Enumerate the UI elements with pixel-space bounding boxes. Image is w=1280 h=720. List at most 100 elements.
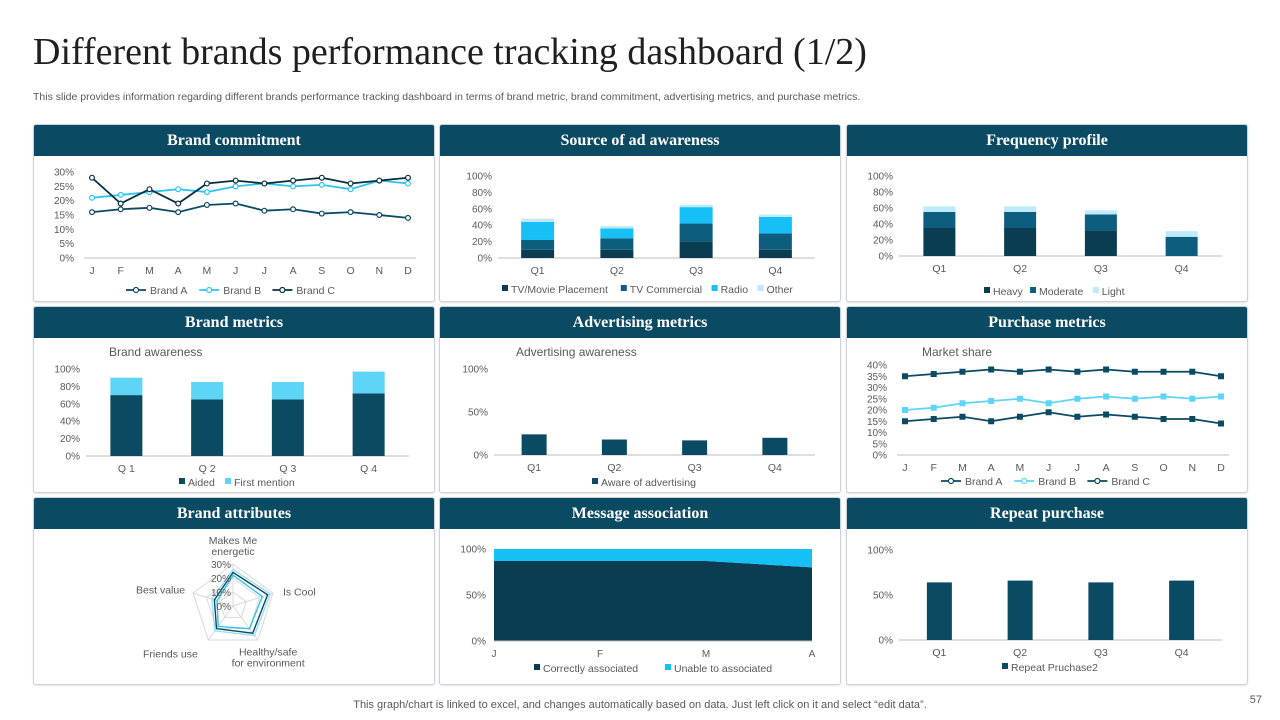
x-tick-label: F — [118, 265, 124, 277]
bar-segment — [1084, 214, 1117, 231]
data-point — [405, 214, 412, 221]
x-tick-label: J — [89, 265, 94, 277]
bar-segment — [1004, 206, 1037, 212]
legend-swatch — [711, 285, 718, 291]
data-point — [318, 174, 325, 181]
legend-label: Radio — [721, 284, 749, 296]
bar-segment — [1004, 228, 1037, 256]
brand-attributes-chart[interactable]: 30% 20% 10% 0% Makes Me energetic Is Cool Healt… — [34, 529, 434, 685]
x-tick-label: A — [1103, 462, 1110, 474]
y-tick-label: 40% — [472, 221, 492, 232]
y-tick-label: 40% — [867, 361, 887, 372]
advertising-metrics-chart[interactable]: 100% 50% 0% Advertising awareness Q1 Q2 Q3 Q4 Aw… — [440, 338, 840, 493]
x-tick-label: J — [1075, 462, 1080, 474]
data-point — [930, 416, 937, 422]
data-point — [1131, 368, 1138, 375]
data-point — [232, 177, 239, 184]
legend-swatch — [947, 477, 955, 485]
data-point — [376, 211, 383, 218]
message-association-chart[interactable]: 100% 50% 0% J F M A Correctly associated Unable … — [440, 529, 840, 685]
page-number: 57 — [1249, 694, 1262, 706]
x-tick-label: Q3 — [688, 462, 702, 474]
bar-segment — [923, 212, 956, 228]
panel-brand-attributes[interactable]: Brand attributes 30% 20% 10% 0% Makes Me ener… — [33, 497, 435, 685]
legend-swatch — [592, 478, 598, 484]
y-tick-label: 20% — [60, 434, 80, 445]
panel-brand-commitment[interactable]: Brand commitment 30% 25% 20% 15% 10% 5% 0% J F M A… — [33, 124, 435, 302]
chart-subtitle: Market share — [922, 345, 992, 359]
x-tick-label: Q3 — [1094, 263, 1108, 275]
x-tick-label: Q2 — [1013, 263, 1027, 275]
y-tick-label: 5% — [873, 439, 888, 450]
bar-segment — [923, 228, 956, 256]
x-tick-label: A — [809, 649, 816, 660]
bar-segment — [521, 218, 555, 222]
data-point — [1103, 393, 1110, 400]
purchase-metrics-chart[interactable]: 40%35%30%25%20%15%10%5%0% Market share J F M… — [847, 338, 1247, 493]
bar-segment — [1169, 580, 1195, 640]
panel-brand-metrics[interactable]: Brand metrics 100% 80% 60% 40% 20% 0% Brand aw… — [33, 306, 435, 493]
data-point — [261, 180, 268, 187]
radar-axis-label: Best value — [136, 585, 185, 597]
data-point — [988, 366, 995, 373]
legend-swatch — [279, 286, 286, 294]
x-tick-label: Q 2 — [199, 463, 216, 475]
legend-swatch — [534, 664, 540, 670]
data-point — [347, 186, 354, 193]
frequency-profile-chart[interactable]: 100% 80% 60% 40% 20% 0% Q1 Q2 Q3 Q4 Heavy Moderate L… — [847, 156, 1247, 302]
data-point — [1074, 368, 1081, 375]
data-point — [1160, 416, 1167, 422]
panel-repeat-purchase[interactable]: Repeat purchase 100% 50% 0% Q1 Q2 Q3 Q4 Repeat … — [846, 497, 1248, 685]
repeat-purchase-chart[interactable]: 100% 50% 0% Q1 Q2 Q3 Q4 Repeat Pruchase2 — [847, 529, 1247, 685]
bar-segment — [191, 382, 224, 400]
data-point — [1131, 413, 1138, 420]
data-point — [88, 174, 95, 181]
bar-segment — [352, 393, 385, 456]
legend-swatch — [206, 286, 213, 294]
legend-label: Brand A — [150, 285, 187, 297]
data-point — [117, 200, 124, 207]
panel-purchase-metrics[interactable]: Purchase metrics 40% 35% 30% 25% 20% 15% 10% 5%… — [846, 306, 1248, 493]
legend-label: Brand B — [223, 285, 261, 297]
data-point — [347, 180, 354, 187]
bar-segment — [679, 241, 713, 258]
x-tick-label: M — [203, 265, 212, 277]
x-tick-label: S — [318, 265, 325, 277]
panel-frequency-profile[interactable]: Frequency profile 100% 80% 60% 40% 20% 0% Q1 Q2… — [846, 124, 1248, 302]
legend-label: Brand A — [965, 476, 1002, 488]
bar-segment — [758, 233, 792, 250]
source-of-ad-awareness-chart[interactable]: 100% 80% 60% 40% 20% 0% Q1 Q2 Q3 Q4 TV/Movie Place… — [440, 156, 840, 302]
bar-segment — [521, 221, 555, 240]
series-line — [904, 411, 1222, 425]
data-point — [175, 209, 182, 216]
y-tick-label: 80% — [873, 188, 893, 199]
panel-message-association[interactable]: Message association 100% 50% 0% J F M A Correct… — [439, 497, 841, 685]
bar-segment — [191, 399, 224, 456]
bar-segment — [271, 399, 304, 456]
x-tick-label: Q4 — [768, 462, 782, 474]
panel-source-of-ad-awareness[interactable]: Source of ad awareness 100% 80% 60% 40% 20% 0… — [439, 124, 841, 302]
x-tick-label: M — [958, 462, 967, 474]
legend-swatch — [620, 285, 627, 291]
x-tick-label: M — [145, 265, 154, 277]
x-tick-label: D — [404, 265, 412, 277]
data-point — [290, 177, 297, 184]
radar-axis-label: Is Cool — [283, 587, 316, 599]
data-point — [232, 200, 239, 207]
data-point — [318, 181, 325, 188]
bar-segment — [601, 439, 627, 455]
brand-metrics-chart[interactable]: 100% 80% 60% 40% 20% 0% Brand awareness Q 1 Q 2 Q… — [34, 338, 434, 493]
bar-segment — [758, 214, 792, 217]
panel-title: Purchase metrics — [847, 307, 1247, 338]
legend-label: Other — [767, 284, 794, 296]
radar-series — [213, 571, 269, 634]
legend-label: Repeat Pruchase2 — [1011, 662, 1098, 674]
brand-commitment-chart[interactable]: 30% 25% 20% 15% 10% 5% 0% J F M A M J J A S O N D Brand A Br… — [34, 156, 434, 302]
panel-advertising-metrics[interactable]: Advertising metrics 100% 50% 0% Advertising… — [439, 306, 841, 493]
radar-axis-label: Healthy/safe for environment — [232, 646, 305, 669]
legend-label: First mention — [234, 477, 295, 489]
data-point — [232, 183, 239, 190]
data-point — [376, 177, 383, 184]
x-tick-label: S — [1131, 462, 1138, 474]
x-tick-label: J — [902, 462, 907, 474]
